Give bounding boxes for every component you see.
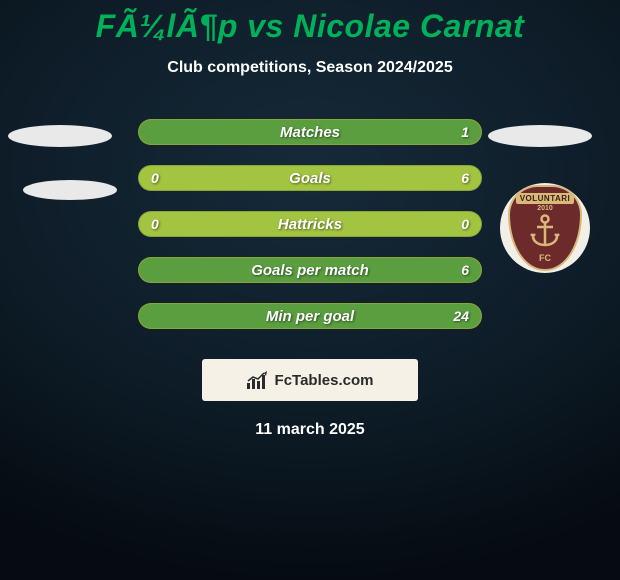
left-avatar-placeholder-1 [8, 125, 112, 147]
page-title: FÃ¼lÃ¶p vs Nicolae Carnat [0, 0, 620, 45]
stat-value-left: 0 [151, 216, 169, 232]
branding-text: FcTables.com [275, 372, 374, 389]
stat-row: Goals per match 6 [138, 257, 482, 283]
anchor-icon [528, 214, 562, 254]
stat-row: Matches 1 [138, 119, 482, 145]
club-banner: VOLUNTARI [516, 193, 575, 204]
stat-value-right: 1 [451, 124, 469, 140]
stat-label: Hattricks [278, 216, 342, 233]
club-fc-text: FC [539, 253, 551, 263]
right-avatar-placeholder [488, 125, 592, 147]
left-avatar-placeholder-2 [23, 180, 117, 200]
stat-value-right: 24 [451, 308, 469, 324]
stat-label: Goals per match [251, 262, 369, 279]
stat-value-right: 6 [451, 170, 469, 186]
stat-value-right: 6 [451, 262, 469, 278]
stat-row: Min per goal 24 [138, 303, 482, 329]
stat-value-right: 0 [451, 216, 469, 232]
branding-box[interactable]: FcTables.com [202, 359, 418, 401]
stat-row: 0 Goals 6 [138, 165, 482, 191]
club-badge: VOLUNTARI 2010 FC [500, 183, 590, 273]
club-year: 2010 [537, 205, 553, 212]
stat-label: Matches [280, 124, 340, 141]
stat-value-left: 0 [151, 170, 169, 186]
date-text: 11 march 2025 [0, 421, 620, 439]
chart-icon [247, 371, 269, 389]
stat-row: 0 Hattricks 0 [138, 211, 482, 237]
stat-label: Min per goal [266, 308, 354, 325]
subtitle: Club competitions, Season 2024/2025 [0, 59, 620, 77]
stat-label: Goals [289, 170, 331, 187]
club-shield: VOLUNTARI 2010 FC [508, 185, 582, 271]
